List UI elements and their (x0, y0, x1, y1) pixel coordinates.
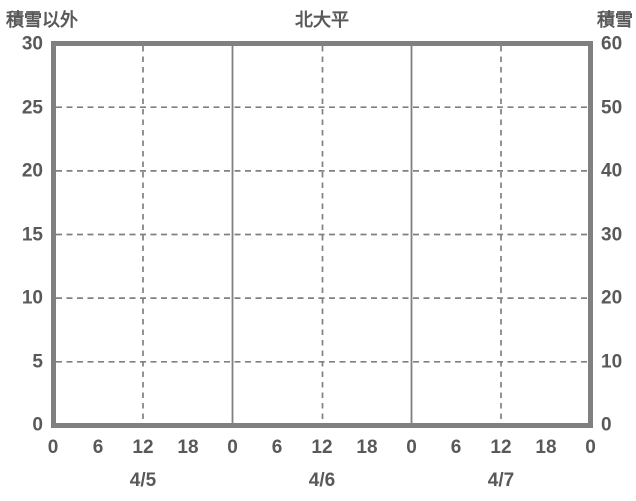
right-axis-tick: 60 (601, 33, 623, 55)
x-axis-hour-tick: 12 (311, 437, 333, 458)
right-axis-tick: 40 (601, 160, 623, 182)
x-axis-hour-tick: 6 (450, 437, 462, 458)
x-axis-date-label: 4/6 (308, 470, 336, 491)
x-axis-hour-tick: 12 (132, 437, 154, 458)
x-axis-hour-tick: 0 (406, 437, 417, 458)
left-axis-tick: 15 (21, 224, 43, 245)
left-axis-tick: 10 (21, 287, 43, 309)
left-axis-title: 積雪以外 (6, 10, 78, 30)
x-axis-hour-tick: 18 (535, 437, 557, 458)
right-axis-title: 積雪 (597, 10, 633, 30)
left-axis-tick: 30 (21, 33, 43, 55)
x-axis-hour-tick: 18 (356, 437, 378, 458)
right-axis-tick: 10 (601, 351, 623, 372)
right-axis-tick: 30 (601, 224, 623, 245)
x-axis-hour-tick: 6 (271, 437, 283, 458)
plot-gridlines (56, 46, 588, 423)
left-axis-tick: 25 (21, 97, 43, 118)
x-axis-hour-tick: 12 (490, 437, 512, 458)
left-axis-tick: 20 (21, 160, 43, 182)
x-axis-hour-tick: 0 (47, 437, 59, 458)
x-axis-date-label: 4/7 (487, 470, 515, 491)
x-axis-hour-tick: 0 (585, 437, 596, 458)
x-axis-hour-tick: 0 (227, 437, 238, 458)
x-axis-date-label: 4/5 (129, 470, 157, 491)
chart-title: 北大平 (295, 10, 349, 30)
left-axis-tick: 5 (32, 351, 43, 372)
right-axis-tick: 0 (601, 414, 612, 436)
right-axis-tick: 50 (601, 97, 623, 118)
x-axis-hour-tick: 18 (177, 437, 199, 458)
right-axis-tick: 20 (601, 287, 623, 309)
x-axis-hour-tick: 6 (92, 437, 104, 458)
left-axis-tick: 0 (32, 414, 43, 436)
